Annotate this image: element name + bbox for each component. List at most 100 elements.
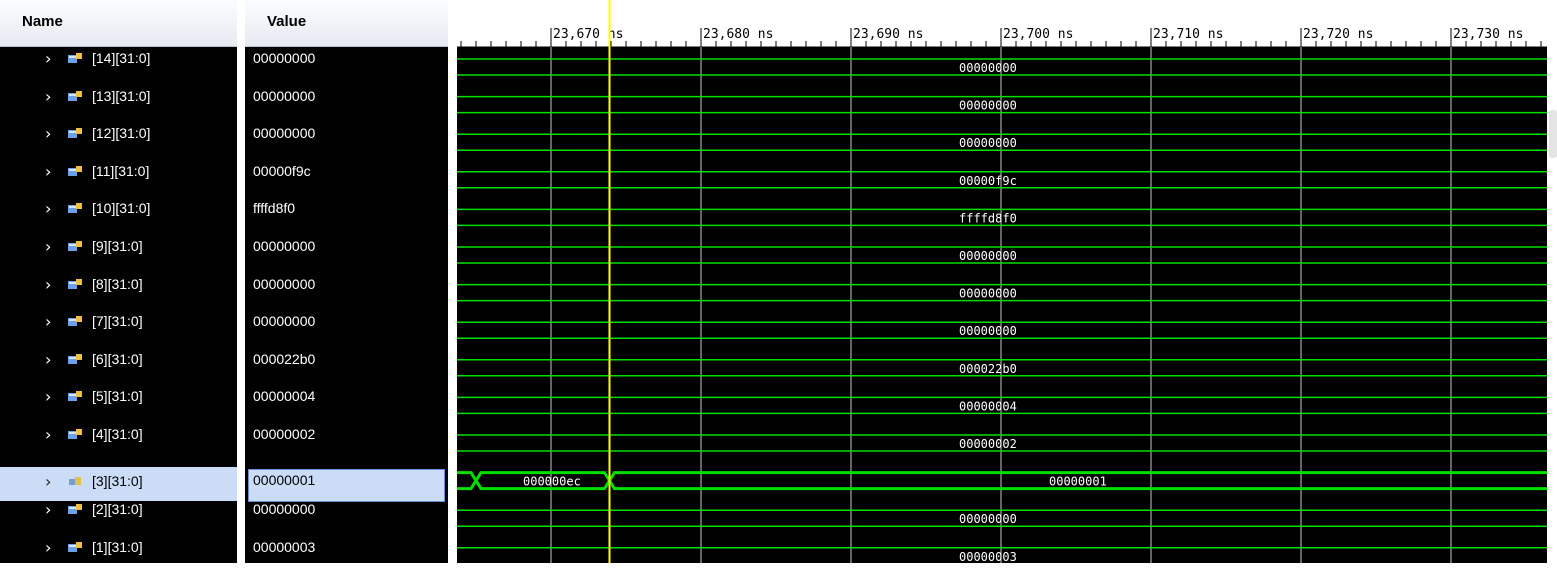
signal-row[interactable]: › [4][31:0] <box>0 423 237 460</box>
signal-value: 00000000 <box>253 501 316 518</box>
signal-value: 00000001 <box>253 471 316 488</box>
signal-row[interactable]: › [14][31:0] <box>0 47 237 84</box>
expand-chevron-icon[interactable]: › <box>45 124 52 144</box>
expand-chevron-icon[interactable]: › <box>45 199 52 219</box>
signal-row[interactable]: › [11][31:0] <box>0 160 237 197</box>
value-row[interactable]: 00000000 <box>245 85 448 122</box>
expand-chevron-icon[interactable]: › <box>45 86 52 106</box>
ruler-tick-label: 23,680 ns <box>703 27 773 42</box>
time-ruler[interactable] <box>457 0 1547 47</box>
bus-value-label: 00000000 <box>959 324 1017 338</box>
signal-name: [2][31:0] <box>92 501 143 518</box>
signal-name: [4][31:0] <box>92 426 143 442</box>
signal-value: 00000002 <box>253 426 316 442</box>
signal-value: 00000000 <box>253 50 316 66</box>
name-column-header[interactable]: Name <box>0 0 237 47</box>
signal-row[interactable]: › [2][31:0] <box>0 498 237 535</box>
ruler-tick-label: 23,720 ns <box>1303 27 1373 42</box>
vertical-scrollbar[interactable] <box>1547 0 1557 563</box>
bus-value-label: 00000003 <box>959 550 1017 563</box>
active-bus-signal-icon <box>69 476 81 485</box>
value-row[interactable]: 00000000 <box>245 273 448 310</box>
expand-chevron-icon[interactable]: › <box>45 237 52 256</box>
selected-value-cell[interactable]: 00000001 <box>248 468 445 502</box>
panel-divider[interactable] <box>237 0 245 563</box>
ruler-tick-label: 23,670 ns <box>553 27 623 42</box>
scrollbar-thumb[interactable] <box>1549 110 1557 158</box>
signal-row[interactable]: › [12][31:0] <box>0 122 237 159</box>
ruler-tick-label: 23,730 ns <box>1453 27 1523 42</box>
signal-value: 00000004 <box>253 388 316 405</box>
value-row[interactable]: 000022b0 <box>245 348 448 385</box>
name-panel: Name › [14][31:0] › [13][31:0] › [12][31:0] › [… <box>0 0 237 563</box>
signal-row[interactable]: › [1][31:0] <box>0 536 237 573</box>
signal-name: [11][31:0] <box>92 162 150 179</box>
signal-name: [10][31:0] <box>92 200 151 217</box>
bus-signal-icon <box>68 391 82 402</box>
panel-divider-2[interactable] <box>448 0 457 563</box>
waveform-canvas[interactable]: 23,670 ns 23,680 ns 23,690 ns 23,700 ns 23,7… <box>457 0 1547 565</box>
expand-chevron-icon[interactable]: › <box>45 425 52 444</box>
signal-value: 00000003 <box>253 538 316 555</box>
signal-row[interactable]: › [9][31:0] <box>0 235 237 272</box>
bus-signal-icon <box>68 165 82 176</box>
value-row[interactable]: 00000000 <box>245 122 448 159</box>
bus-signal-icon <box>68 353 82 364</box>
bus-signal-icon <box>68 128 82 139</box>
signal-value: 00000000 <box>253 87 316 104</box>
bus-signal-icon <box>68 203 82 214</box>
signal-name: [6][31:0] <box>92 350 143 367</box>
expand-chevron-icon[interactable]: › <box>45 312 52 332</box>
value-column-header[interactable]: Value <box>245 0 448 47</box>
value-row[interactable]: ffffd8f0 <box>245 197 448 234</box>
expand-chevron-icon[interactable]: › <box>45 537 52 557</box>
value-row[interactable]: 00000004 <box>245 385 448 422</box>
value-row[interactable]: 00000000 <box>245 498 448 535</box>
bus-value-label: 000000ec <box>523 475 581 489</box>
waveform-panel[interactable]: 23,670 ns 23,680 ns 23,690 ns 23,700 ns 23,7… <box>457 0 1547 565</box>
value-panel: Value 00000000 00000000 00000000 00000f9c ff… <box>245 0 448 563</box>
signal-value: 00000000 <box>253 275 316 292</box>
bus-signal-icon <box>68 278 82 289</box>
signal-value: 000022b0 <box>253 350 316 367</box>
bus-signal-icon <box>68 429 82 439</box>
signal-row[interactable]: › [10][31:0] <box>0 197 237 234</box>
expand-chevron-icon[interactable]: › <box>45 387 52 407</box>
signal-value: 00000f9c <box>253 162 311 179</box>
bus-signal-icon <box>68 541 82 552</box>
bus-signal-icon <box>68 90 82 101</box>
value-row[interactable]: 00000000 <box>245 235 448 272</box>
bus-value-label: 00000004 <box>959 399 1017 413</box>
bus-value-label: 00000002 <box>959 437 1017 451</box>
bus-value-label: 00000000 <box>959 287 1017 301</box>
bus-value-label: 00000000 <box>959 99 1017 113</box>
signal-row[interactable]: › [3][31:0] <box>0 466 237 501</box>
bus-value-label: 00000001 <box>1049 475 1107 489</box>
expand-chevron-icon[interactable]: › <box>45 500 52 520</box>
ruler-tick-label: 23,700 ns <box>1003 27 1073 42</box>
expand-chevron-icon[interactable]: › <box>45 471 52 491</box>
value-row[interactable]: 00000000 <box>245 310 448 347</box>
expand-chevron-icon[interactable]: › <box>45 161 52 181</box>
signal-value: 00000000 <box>253 125 316 142</box>
expand-chevron-icon[interactable]: › <box>45 349 52 369</box>
bus-value-label: 00000f9c <box>959 174 1017 188</box>
value-row[interactable]: 00000003 <box>245 536 448 573</box>
bus-signal-icon <box>68 53 82 63</box>
signal-name: [7][31:0] <box>92 313 143 330</box>
value-row[interactable]: 00000002 <box>245 423 448 460</box>
value-row[interactable]: 00000f9c <box>245 160 448 197</box>
bus-value-label: ffffd8f0 <box>959 211 1017 225</box>
ruler-tick-label: 23,690 ns <box>853 27 923 42</box>
signal-row[interactable]: › [6][31:0] <box>0 348 237 385</box>
expand-chevron-icon[interactable]: › <box>45 49 52 68</box>
signal-value: 00000000 <box>253 313 316 330</box>
signal-row[interactable]: › [7][31:0] <box>0 310 237 347</box>
value-row[interactable]: 00000000 <box>245 47 448 84</box>
signal-row[interactable]: › [13][31:0] <box>0 85 237 122</box>
expand-chevron-icon[interactable]: › <box>45 274 52 294</box>
ruler-tick-label: 23,710 ns <box>1153 27 1223 42</box>
signal-row[interactable]: › [8][31:0] <box>0 273 237 310</box>
signal-name: [14][31:0] <box>92 50 151 66</box>
signal-row[interactable]: › [5][31:0] <box>0 385 237 422</box>
